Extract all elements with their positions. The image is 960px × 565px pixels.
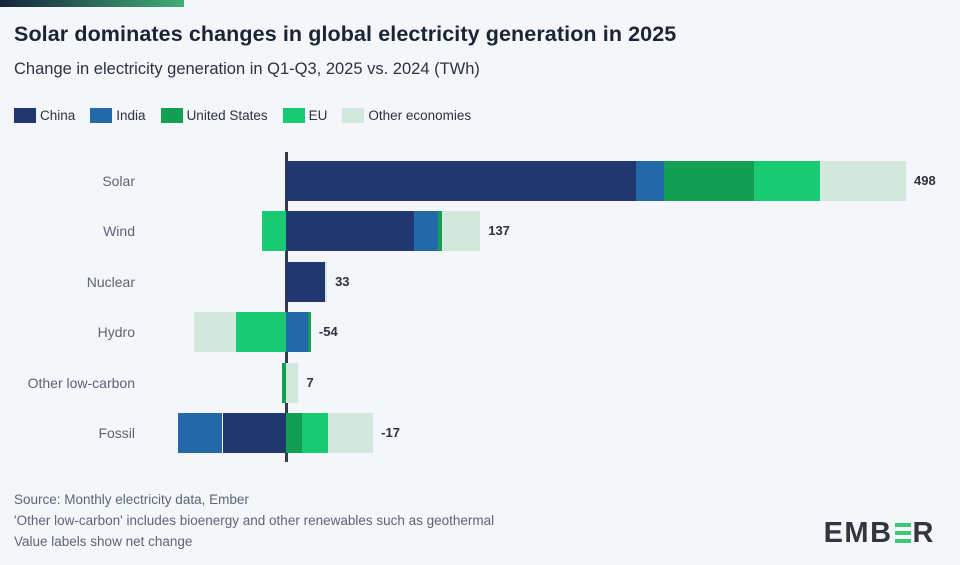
bar-segment-china <box>286 211 415 252</box>
page-subtitle: Change in electricity generation in Q1-Q… <box>14 60 480 78</box>
legend-swatch-icon <box>342 107 365 123</box>
category-label: Solar <box>102 173 135 189</box>
zero-axis-line <box>284 152 288 462</box>
bar-segment-united-states <box>308 312 311 353</box>
bar-row-other-low-carbon: Other low-carbon 7 <box>0 362 960 403</box>
legend-swatch-icon <box>90 107 113 123</box>
bar-segment-india <box>177 413 223 453</box>
value-label: -54 <box>318 324 338 340</box>
bar-segment-united-states <box>286 413 303 453</box>
legend-item: Other economies <box>342 107 472 123</box>
brand-gradient-strip <box>0 0 184 7</box>
value-label: 33 <box>335 273 350 289</box>
bar-segment-other-economies <box>441 211 481 252</box>
ember-logo: EMB R <box>824 518 935 548</box>
bar-segment-united-states <box>437 211 442 252</box>
bar-segment-united-states <box>664 161 755 201</box>
bar-segment-other-economies <box>328 413 374 453</box>
legend: China India United States EU Other economies <box>14 106 471 124</box>
bar-segment-other-economies <box>193 312 237 353</box>
category-label: Hydro <box>97 324 135 341</box>
category-label: Nuclear <box>86 273 135 290</box>
bar-segment-eu <box>302 413 329 453</box>
value-label: 7 <box>306 374 314 390</box>
bar-segment-other-economies <box>820 161 906 201</box>
definition-note: 'Other low-carbon' includes bioenergy an… <box>14 513 495 528</box>
value-label: 137 <box>488 223 510 239</box>
bar-segment-india <box>286 312 309 353</box>
legend-item: India <box>90 107 146 123</box>
legend-label: EU <box>308 107 328 123</box>
logo-text-prefix: EMB <box>823 517 893 549</box>
bar-segment-eu <box>236 312 286 353</box>
legend-label: China <box>40 107 76 123</box>
footer-notes: Source: Monthly electricity data, Ember … <box>14 489 834 552</box>
bar-row-nuclear: Nuclear 33 <box>0 261 960 302</box>
legend-label: Other economies <box>368 107 472 123</box>
legend-item: EU <box>282 107 328 123</box>
category-label: Wind <box>103 223 135 240</box>
legend-label: India <box>116 107 146 123</box>
bar-row-hydro: Hydro -54 <box>0 312 960 353</box>
legend-swatch-icon <box>282 107 305 123</box>
logo-e-bars-icon <box>894 522 911 544</box>
bar-row-solar: Solar 498 <box>0 161 960 201</box>
bar-segment-other-economies <box>324 261 328 302</box>
bar-segment-india <box>414 211 438 252</box>
value-label: 498 <box>914 173 936 188</box>
bar-segment-eu <box>262 211 286 252</box>
source-note: Source: Monthly electricity data, Ember <box>14 492 249 507</box>
page-title: Solar dominates changes in global electr… <box>14 22 677 46</box>
legend-swatch-icon <box>14 107 36 123</box>
legend-item: United States <box>160 107 268 123</box>
bar-row-fossil: Fossil -17 <box>0 413 960 453</box>
bar-segment-other-economies <box>286 362 299 403</box>
bar-segment-china <box>286 261 325 302</box>
category-label: Fossil <box>98 425 135 441</box>
category-label: Other low-carbon <box>27 374 135 391</box>
value-label: -17 <box>381 425 400 440</box>
bar-row-wind: Wind 137 <box>0 211 960 252</box>
bar-segment-india <box>635 161 665 201</box>
legend-label: United States <box>186 107 268 123</box>
legend-swatch-icon <box>160 107 183 123</box>
bar-segment-china <box>222 413 286 453</box>
bar-segment-eu <box>754 161 821 201</box>
logo-text-suffix: R <box>912 517 935 549</box>
bar-segment-china <box>286 161 636 201</box>
label-note: Value labels show net change <box>14 534 193 549</box>
bar-segment-united-states <box>282 362 286 403</box>
legend-item: China <box>14 107 76 123</box>
